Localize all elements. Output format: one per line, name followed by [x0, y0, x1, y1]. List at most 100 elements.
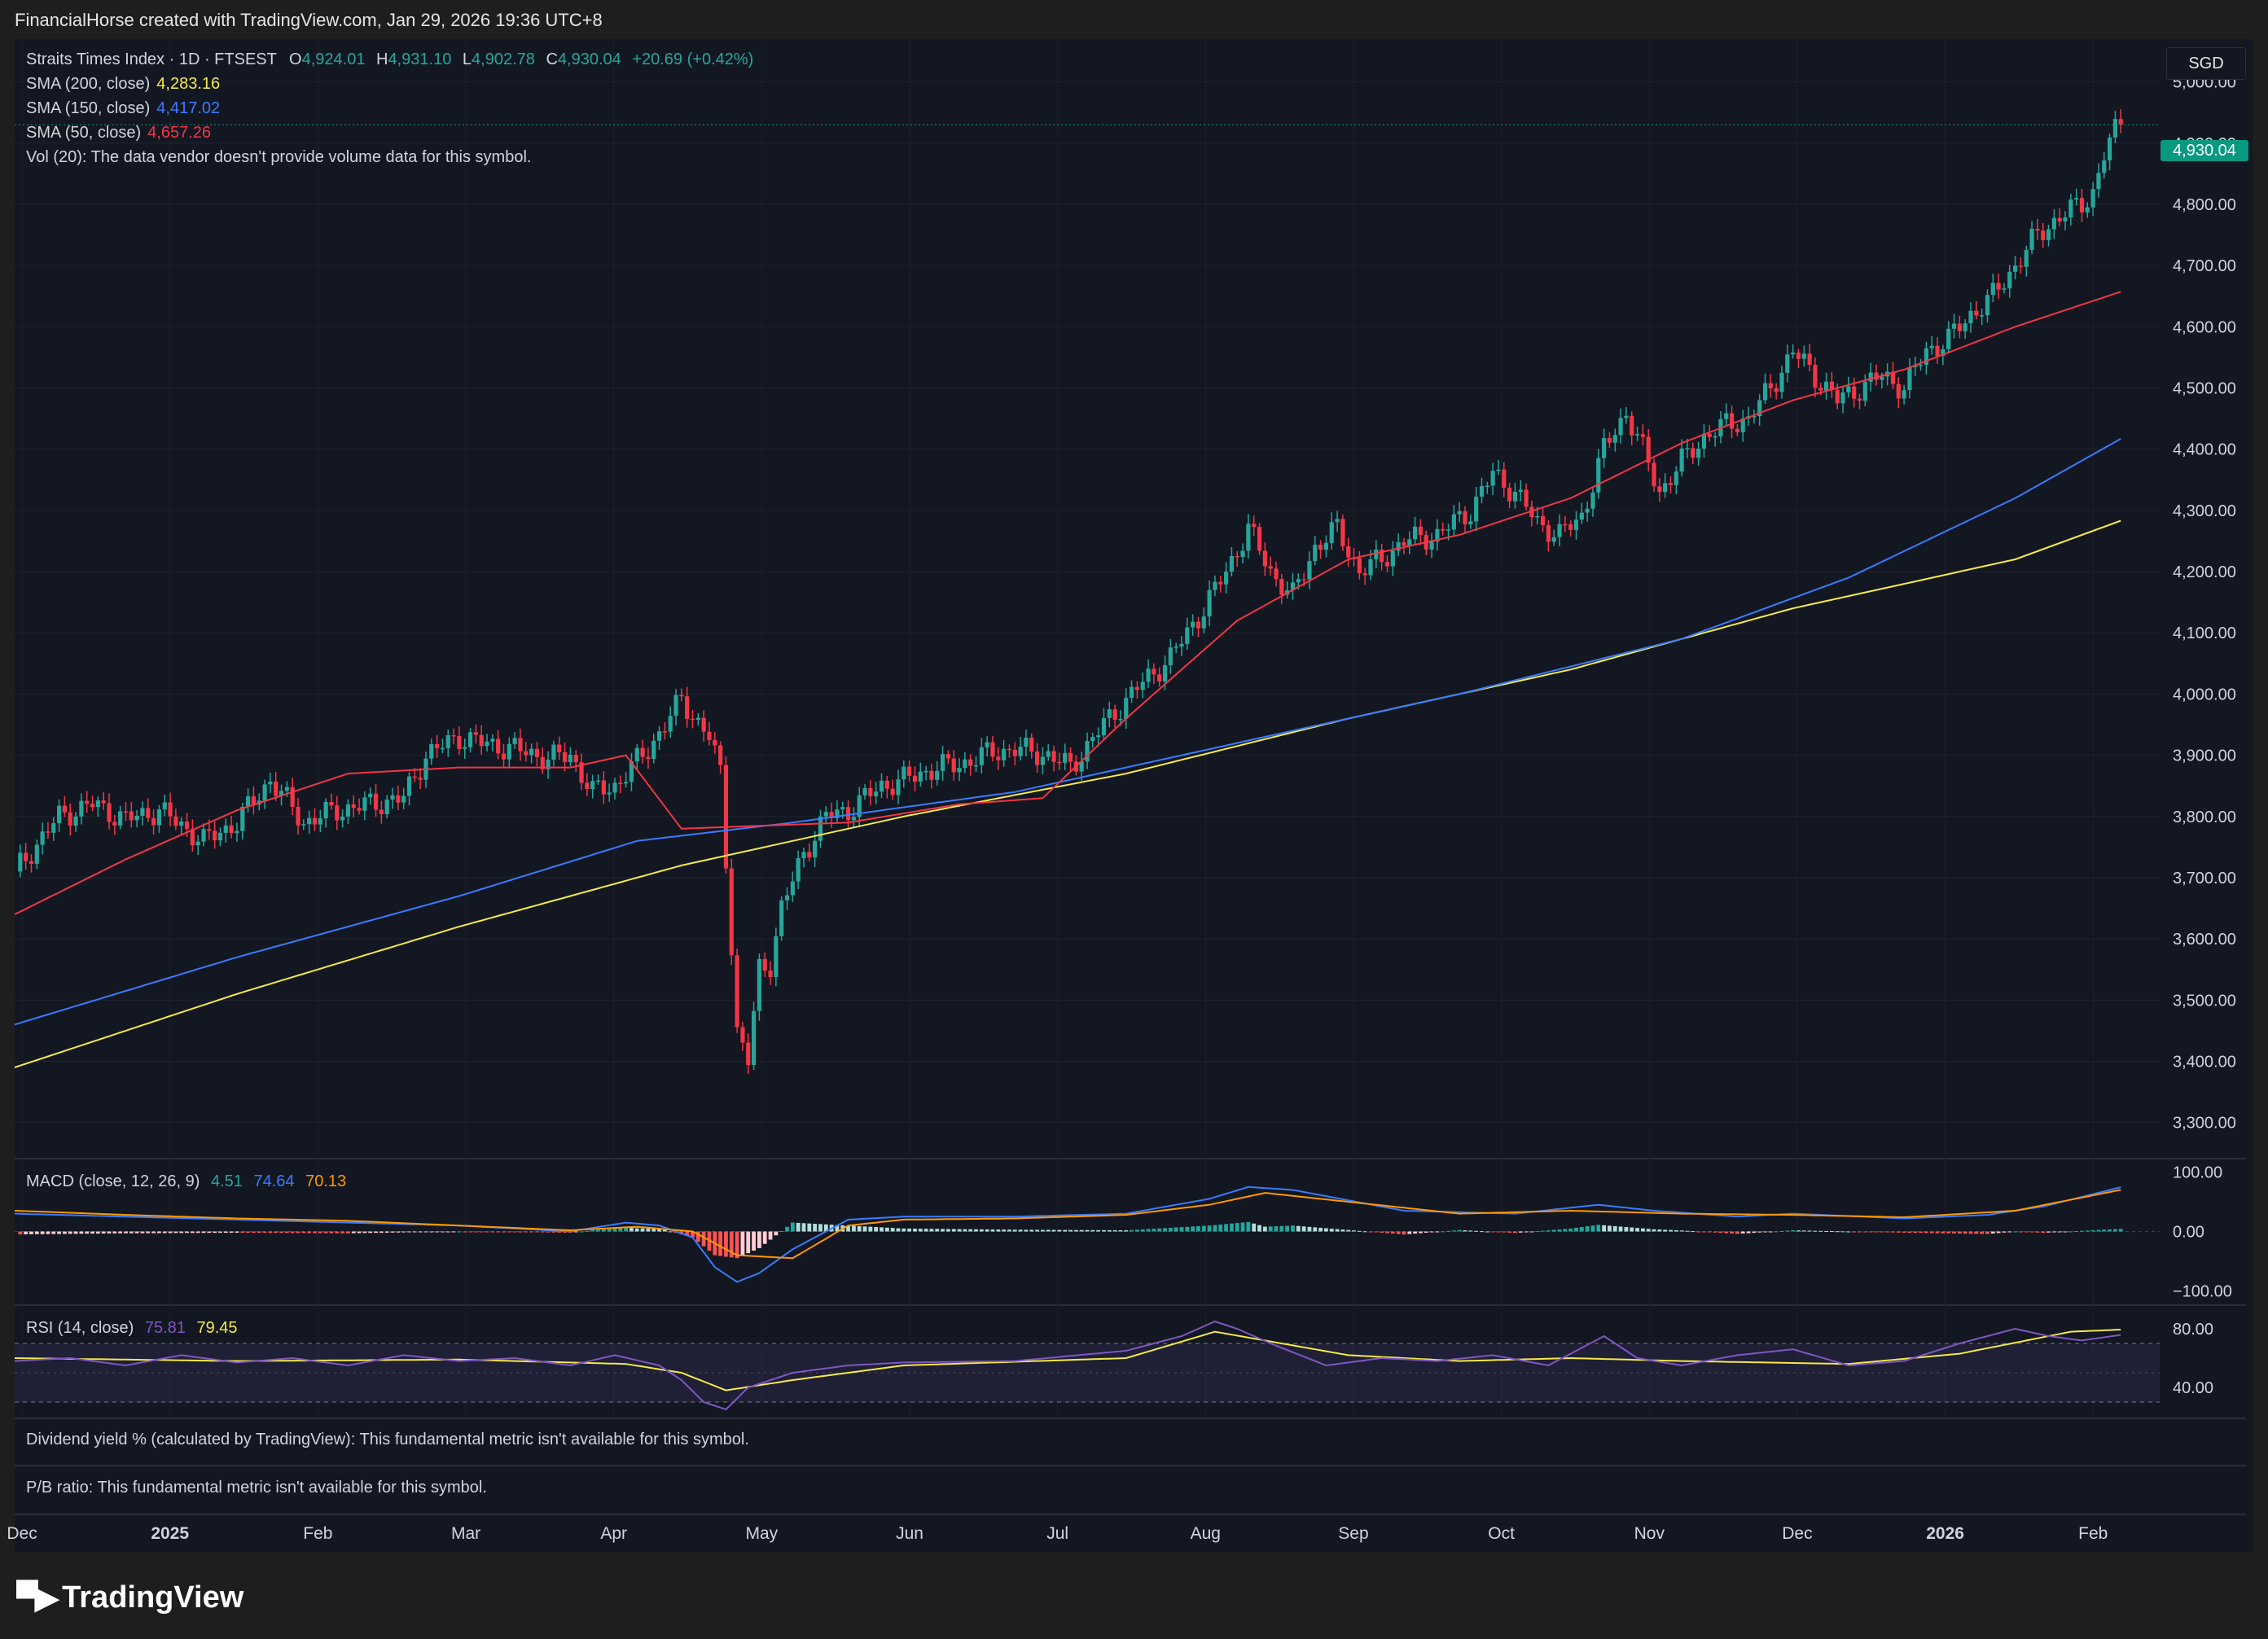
- candle-body: [90, 803, 95, 808]
- macd-histogram-bar: [40, 1231, 45, 1234]
- candle-body: [562, 752, 568, 762]
- candle-body: [1257, 527, 1262, 551]
- candle-body: [707, 731, 712, 740]
- candle-body: [2029, 228, 2034, 250]
- macd-histogram-bar: [624, 1226, 629, 1232]
- macd-histogram-bar: [185, 1231, 189, 1234]
- macd-histogram-bar: [1207, 1225, 1212, 1232]
- macd-histogram-bar: [1563, 1229, 1568, 1232]
- macd-histogram-bar: [173, 1231, 178, 1234]
- macd-histogram-bar: [1774, 1231, 1779, 1233]
- macd-histogram-bar: [1902, 1231, 1906, 1233]
- candle-body: [507, 743, 511, 760]
- macd-histogram-bar: [646, 1228, 651, 1232]
- macd-histogram-bar: [1702, 1231, 1706, 1233]
- macd-histogram-bar: [735, 1231, 739, 1259]
- macd-histogram-bar: [785, 1226, 789, 1232]
- rsi-value: 75.81: [144, 1319, 186, 1337]
- macd-value: 74.64: [253, 1172, 295, 1190]
- macd-histogram-bar: [218, 1231, 222, 1234]
- sma-line-1: [14, 438, 2121, 1026]
- candle-body: [1535, 515, 1540, 518]
- candle-body: [1846, 386, 1851, 393]
- candle-body: [290, 787, 295, 808]
- macd-histogram-bar: [1524, 1231, 1529, 1233]
- candle-body: [1213, 581, 1217, 590]
- macd-histogram-bar: [1791, 1230, 1796, 1232]
- macd-histogram-bar: [318, 1231, 322, 1234]
- macd-histogram-bar: [691, 1231, 695, 1238]
- candle-body: [774, 936, 779, 977]
- macd-histogram-bar: [151, 1231, 156, 1234]
- candle-body: [1012, 749, 1017, 756]
- candle-body: [435, 743, 440, 749]
- ohlc-close: 4,930.04: [557, 50, 621, 68]
- macd-histogram-bar: [1929, 1231, 1934, 1234]
- candle-body: [229, 825, 234, 834]
- candle-body: [929, 770, 934, 780]
- macd-histogram-bar: [729, 1231, 734, 1258]
- macd-histogram-bar: [1513, 1231, 1517, 1234]
- candle-body: [1646, 436, 1651, 463]
- candle-body: [874, 791, 879, 797]
- candle-body: [1323, 542, 1329, 550]
- candle-body: [2057, 217, 2062, 221]
- macd-histogram-bar: [412, 1231, 417, 1233]
- candle-body: [595, 780, 601, 782]
- macd-histogram-bar: [1268, 1226, 1273, 1232]
- macd-histogram-bar: [1318, 1227, 1323, 1232]
- candle-body: [329, 801, 334, 806]
- macd-histogram-bar: [1835, 1231, 1840, 1233]
- macd-histogram-bar: [1429, 1231, 1434, 1233]
- candle-body: [451, 734, 456, 737]
- macd-histogram-bar: [1146, 1229, 1151, 1232]
- candle-body: [18, 852, 23, 872]
- candle-body: [690, 718, 695, 721]
- candle-body: [1496, 469, 1501, 471]
- macd-histogram-bar: [1185, 1226, 1190, 1232]
- candle-body: [640, 747, 645, 757]
- candle-body: [146, 808, 151, 818]
- candle-body: [1857, 398, 1862, 401]
- macd-histogram-bar: [1801, 1230, 1806, 1232]
- candle-body: [2018, 265, 2024, 267]
- macd-histogram-bar: [1862, 1231, 1867, 1233]
- macd-histogram-bar: [57, 1231, 61, 1234]
- macd-histogram-bar: [1752, 1231, 1757, 1234]
- candle-body: [1551, 537, 1556, 542]
- macd-histogram-bar: [596, 1229, 600, 1232]
- candle-body: [1046, 751, 1051, 757]
- macd-histogram-bar: [1380, 1231, 1384, 1233]
- candle-body: [579, 762, 584, 783]
- currency-badge[interactable]: SGD: [2166, 47, 2246, 80]
- candle-body: [1573, 519, 1579, 530]
- time-tick-label: May: [746, 1524, 779, 1543]
- candle-body: [445, 734, 450, 748]
- candle-body: [701, 717, 706, 732]
- macd-histogram-bar: [807, 1223, 812, 1232]
- macd-histogram-bar: [435, 1231, 440, 1233]
- macd-histogram-bar: [329, 1231, 334, 1234]
- macd-histogram-bar: [518, 1231, 523, 1233]
- candle-body: [1880, 376, 1884, 380]
- macd-histogram-bar: [573, 1231, 578, 1233]
- candle-body: [1557, 524, 1562, 537]
- candle-body: [1707, 433, 1712, 437]
- macd-histogram-bar: [1112, 1229, 1117, 1232]
- macd-histogram-bar: [1463, 1230, 1467, 1232]
- rsi-line: [14, 1320, 2121, 1411]
- candle-body: [818, 816, 823, 841]
- price-tick-label: 4,100.00: [2173, 624, 2236, 642]
- candle-body: [274, 781, 279, 796]
- macd-histogram-bar: [1557, 1229, 1562, 1232]
- macd-histogram-bar: [535, 1231, 539, 1233]
- ohlc-low: 4,902.78: [472, 50, 535, 68]
- candle-body: [1607, 437, 1612, 443]
- macd-histogram-bar: [1635, 1228, 1639, 1232]
- candle-body: [1090, 737, 1095, 742]
- candle-body: [1185, 627, 1190, 644]
- candle-body: [912, 775, 918, 782]
- candle-body: [1201, 616, 1206, 629]
- candle-body: [1918, 365, 1924, 366]
